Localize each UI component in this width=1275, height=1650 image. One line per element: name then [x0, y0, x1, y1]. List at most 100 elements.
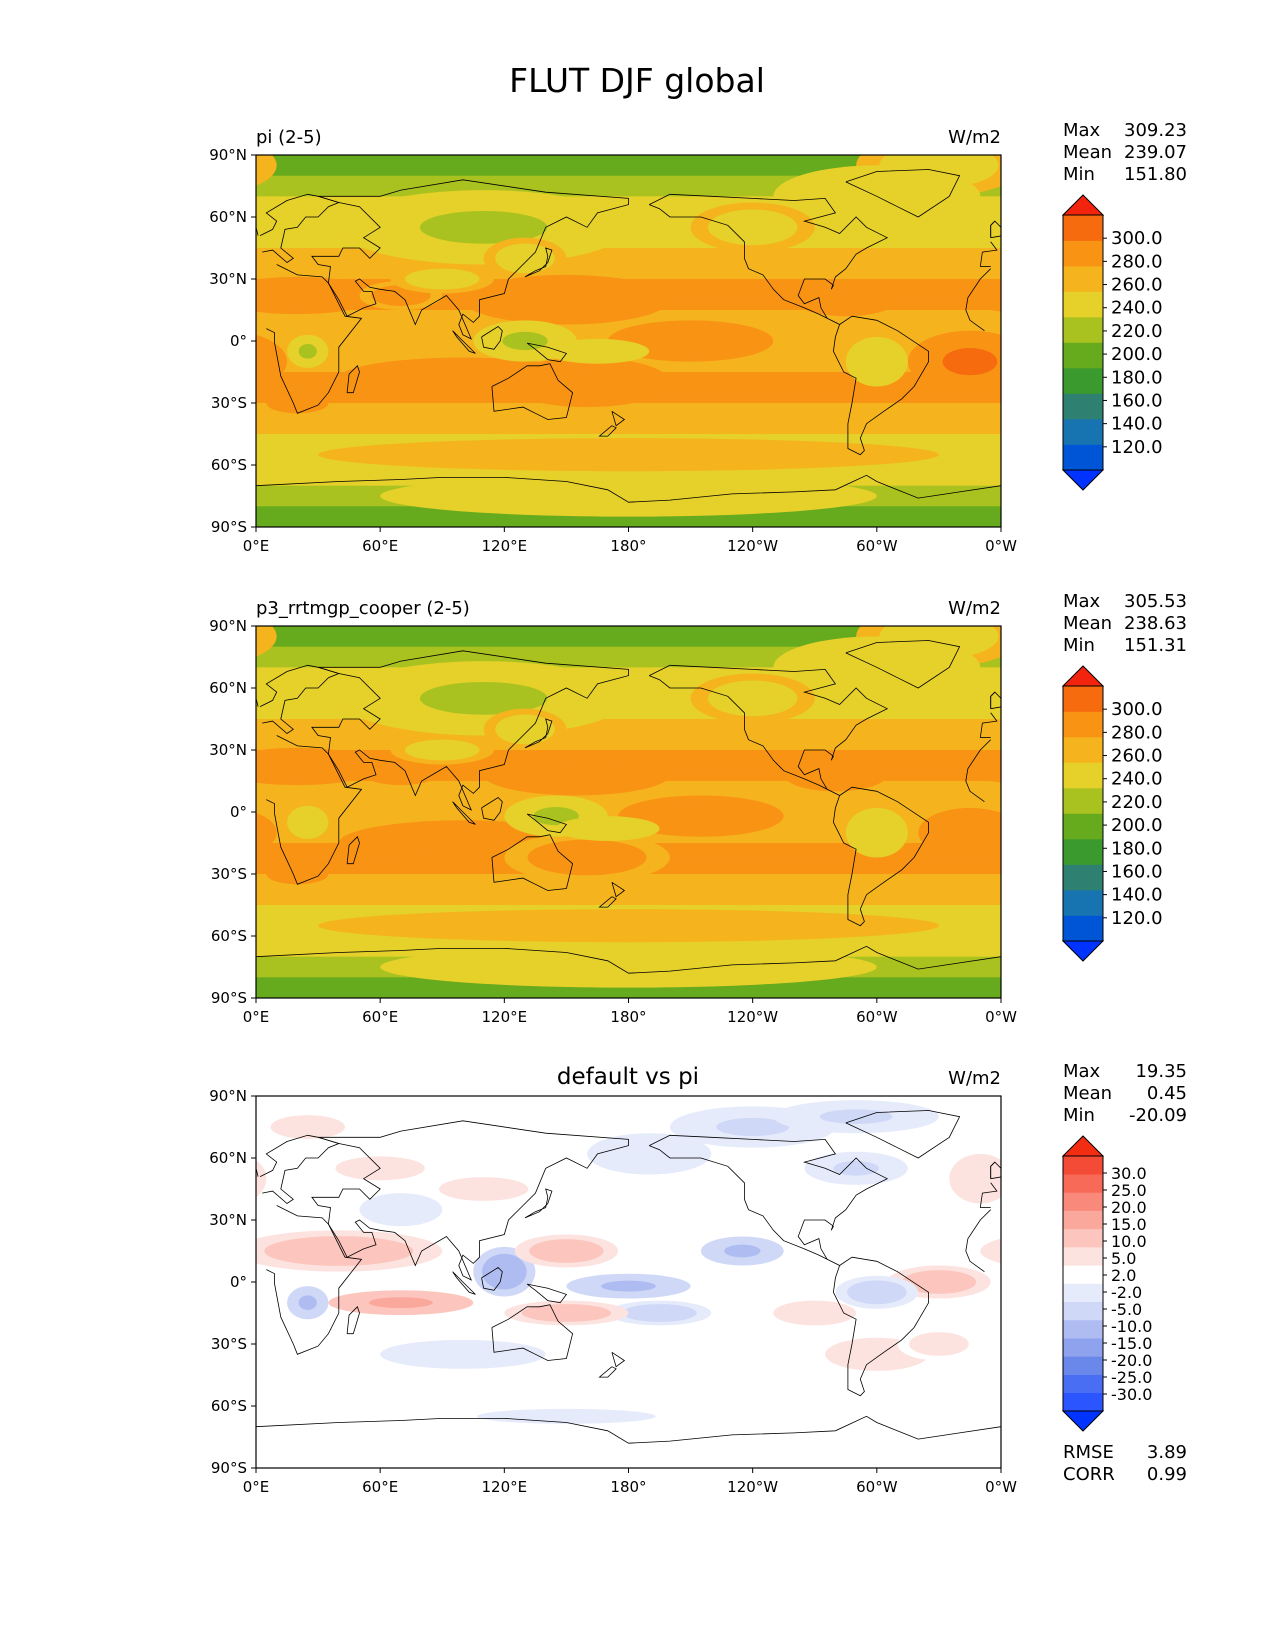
lat-tick-label: 60°N — [209, 1149, 247, 1167]
lon-tick-label: 0°W — [985, 537, 1017, 555]
field-contour — [863, 821, 891, 844]
lon-tick-label: 60°W — [856, 537, 898, 555]
lon-tick-label: 120°E — [482, 1478, 528, 1496]
colorbar-label: 180.0 — [1111, 367, 1163, 388]
field-band — [256, 155, 1001, 166]
coastline — [452, 801, 476, 825]
field-band — [256, 516, 1001, 527]
field-contour — [982, 285, 1001, 306]
colorbar-label: 240.0 — [1111, 298, 1163, 319]
stat-min-label: Min — [1063, 164, 1095, 185]
coastline — [526, 813, 568, 834]
field-contour — [419, 681, 548, 715]
colorbar-extend-min — [1061, 940, 1105, 962]
stat-min-value: 151.80 — [1124, 164, 1187, 185]
colorbar-label: 160.0 — [1111, 390, 1163, 411]
field-contour — [202, 822, 248, 844]
colorbar-segment — [1063, 444, 1103, 471]
field-band — [256, 165, 1001, 177]
field-contour — [511, 1411, 622, 1421]
field-contour — [863, 350, 891, 373]
lon-tick-label: 120°W — [727, 1478, 778, 1496]
panel-pi: 90°N 60°N 30°N 0° 30°S 60°S 90°S0°E 60°E 120°E 18… — [209, 120, 1187, 555]
coastline — [266, 264, 363, 414]
colorbar-frame — [1062, 1155, 1104, 1412]
field-contour — [368, 1297, 433, 1309]
colorbar-label: 120.0 — [1111, 437, 1163, 458]
field-contour — [256, 822, 263, 843]
panel-p3-rrtmgp-cooper: 90°N 60°N 30°N 0° 30°S 60°S 90°S0°E 60°E 120°E 18… — [202, 591, 1187, 1026]
field-contour — [966, 1167, 994, 1190]
field-contour — [858, 1285, 896, 1300]
field-contour — [947, 821, 993, 844]
coastline — [452, 330, 476, 354]
field-band — [256, 750, 1001, 761]
coastline — [979, 712, 998, 738]
panel-title: default vs pi — [557, 1064, 699, 1090]
field-contour — [256, 812, 277, 853]
field-band — [256, 268, 1001, 280]
field-contour — [408, 369, 518, 388]
colorbar-label: -5.0 — [1111, 1300, 1142, 1319]
coastline — [649, 1134, 889, 1266]
coastline — [259, 193, 341, 264]
metric-corr-label: CORR — [1063, 1464, 1115, 1485]
colorbar-label: -20.0 — [1111, 1351, 1152, 1370]
stat-max-value: 19.35 — [1135, 1061, 1187, 1082]
field-band — [256, 657, 1001, 668]
lon-tick-label: 0°E — [243, 1008, 270, 1026]
colorbar-label: -30.0 — [1111, 1385, 1152, 1404]
coastline — [346, 365, 360, 394]
field-contour — [601, 1280, 656, 1292]
coastline — [965, 309, 985, 332]
colorbar-label: 260.0 — [1111, 275, 1163, 296]
stat-max-label: Max — [1063, 1061, 1101, 1082]
colorbar-label: -2.0 — [1111, 1283, 1142, 1302]
coastline — [346, 1306, 360, 1335]
axis-ticks: 90°N 60°N 30°N 0° 30°S 60°S 90°S0°E 60°E 120°E 18… — [209, 617, 1017, 1026]
field-contour — [298, 815, 317, 830]
colorbar-label: 220.0 — [1111, 321, 1163, 342]
field-contour — [920, 1336, 958, 1352]
panel-metrics: RMSE 3.89 CORR 0.99 — [1063, 1442, 1187, 1485]
coastline — [256, 474, 1001, 503]
stat-min-label: Min — [1063, 1105, 1095, 1126]
panel-stats: Max 305.53 Mean 238.63 Min 151.31 — [1063, 591, 1187, 656]
stat-max-value: 309.23 — [1124, 120, 1187, 141]
coastline — [311, 1120, 629, 1281]
colorbar-segment — [1063, 737, 1103, 763]
field-band — [256, 719, 1001, 730]
field-contour — [408, 832, 518, 854]
lon-tick-label: 120°E — [482, 537, 528, 555]
field-contour — [539, 1307, 594, 1319]
field-contour — [636, 1307, 683, 1319]
coastline — [259, 1134, 341, 1205]
lat-tick-label: 30°N — [209, 1211, 247, 1229]
colorbar-label: 5.0 — [1111, 1249, 1136, 1268]
stat-max-value: 305.53 — [1124, 591, 1187, 612]
lat-tick-label: 60°S — [211, 456, 247, 474]
colorbar-label: 180.0 — [1111, 838, 1163, 859]
field-contour — [491, 447, 766, 462]
field-contour — [382, 289, 420, 302]
colorbar-segment — [1063, 291, 1103, 318]
axis-ticks: 90°N 60°N 30°N 0° 30°S 60°S 90°S0°E 60°E 120°E 18… — [209, 146, 1017, 555]
lat-tick-label: 90°N — [209, 146, 247, 164]
lat-tick-label: 0° — [230, 803, 247, 821]
colorbar-segment — [1063, 1156, 1103, 1175]
coastline — [526, 1283, 568, 1304]
colorbar-frame — [1062, 214, 1104, 471]
field-band — [256, 258, 1001, 270]
colorbar-extend-max — [1061, 1135, 1105, 1157]
field-band — [256, 708, 1001, 720]
lat-tick-label: 30°S — [211, 394, 247, 412]
field-contour — [256, 345, 270, 378]
axis-ticks: 90°N 60°N 30°N 0° 30°S 60°S 90°S0°E 60°E 120°E 18… — [209, 1087, 1017, 1496]
field-contour — [550, 371, 624, 394]
field-contour — [222, 1168, 249, 1190]
coastline — [256, 1415, 1001, 1444]
field-band — [256, 217, 1001, 228]
lon-tick-label: 0°E — [243, 1478, 270, 1496]
coastline — [979, 241, 998, 267]
